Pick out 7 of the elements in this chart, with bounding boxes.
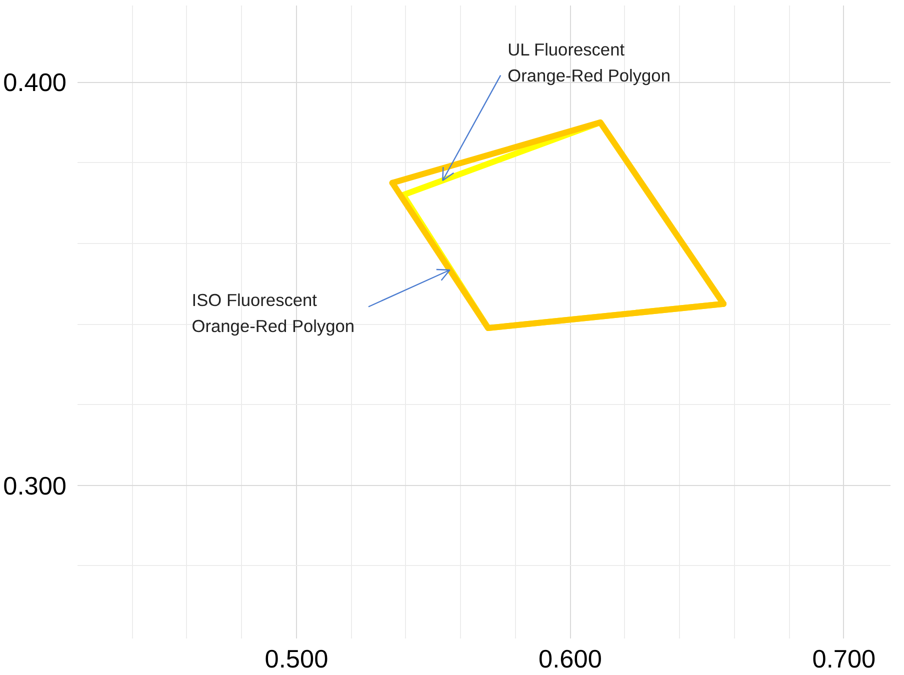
y-tick-label: 0.300 (3, 472, 67, 500)
annotation: UL Fluorescent Orange-Red Polygon (508, 39, 670, 86)
x-tick-label: 0.600 (538, 646, 602, 674)
x-tick-label: 0.500 (264, 646, 328, 674)
annotation: ISO Fluorescent Orange-Red Polygon (192, 290, 355, 336)
y-tick-label: 0.400 (3, 69, 67, 98)
x-tick-label: 0.700 (812, 646, 876, 674)
